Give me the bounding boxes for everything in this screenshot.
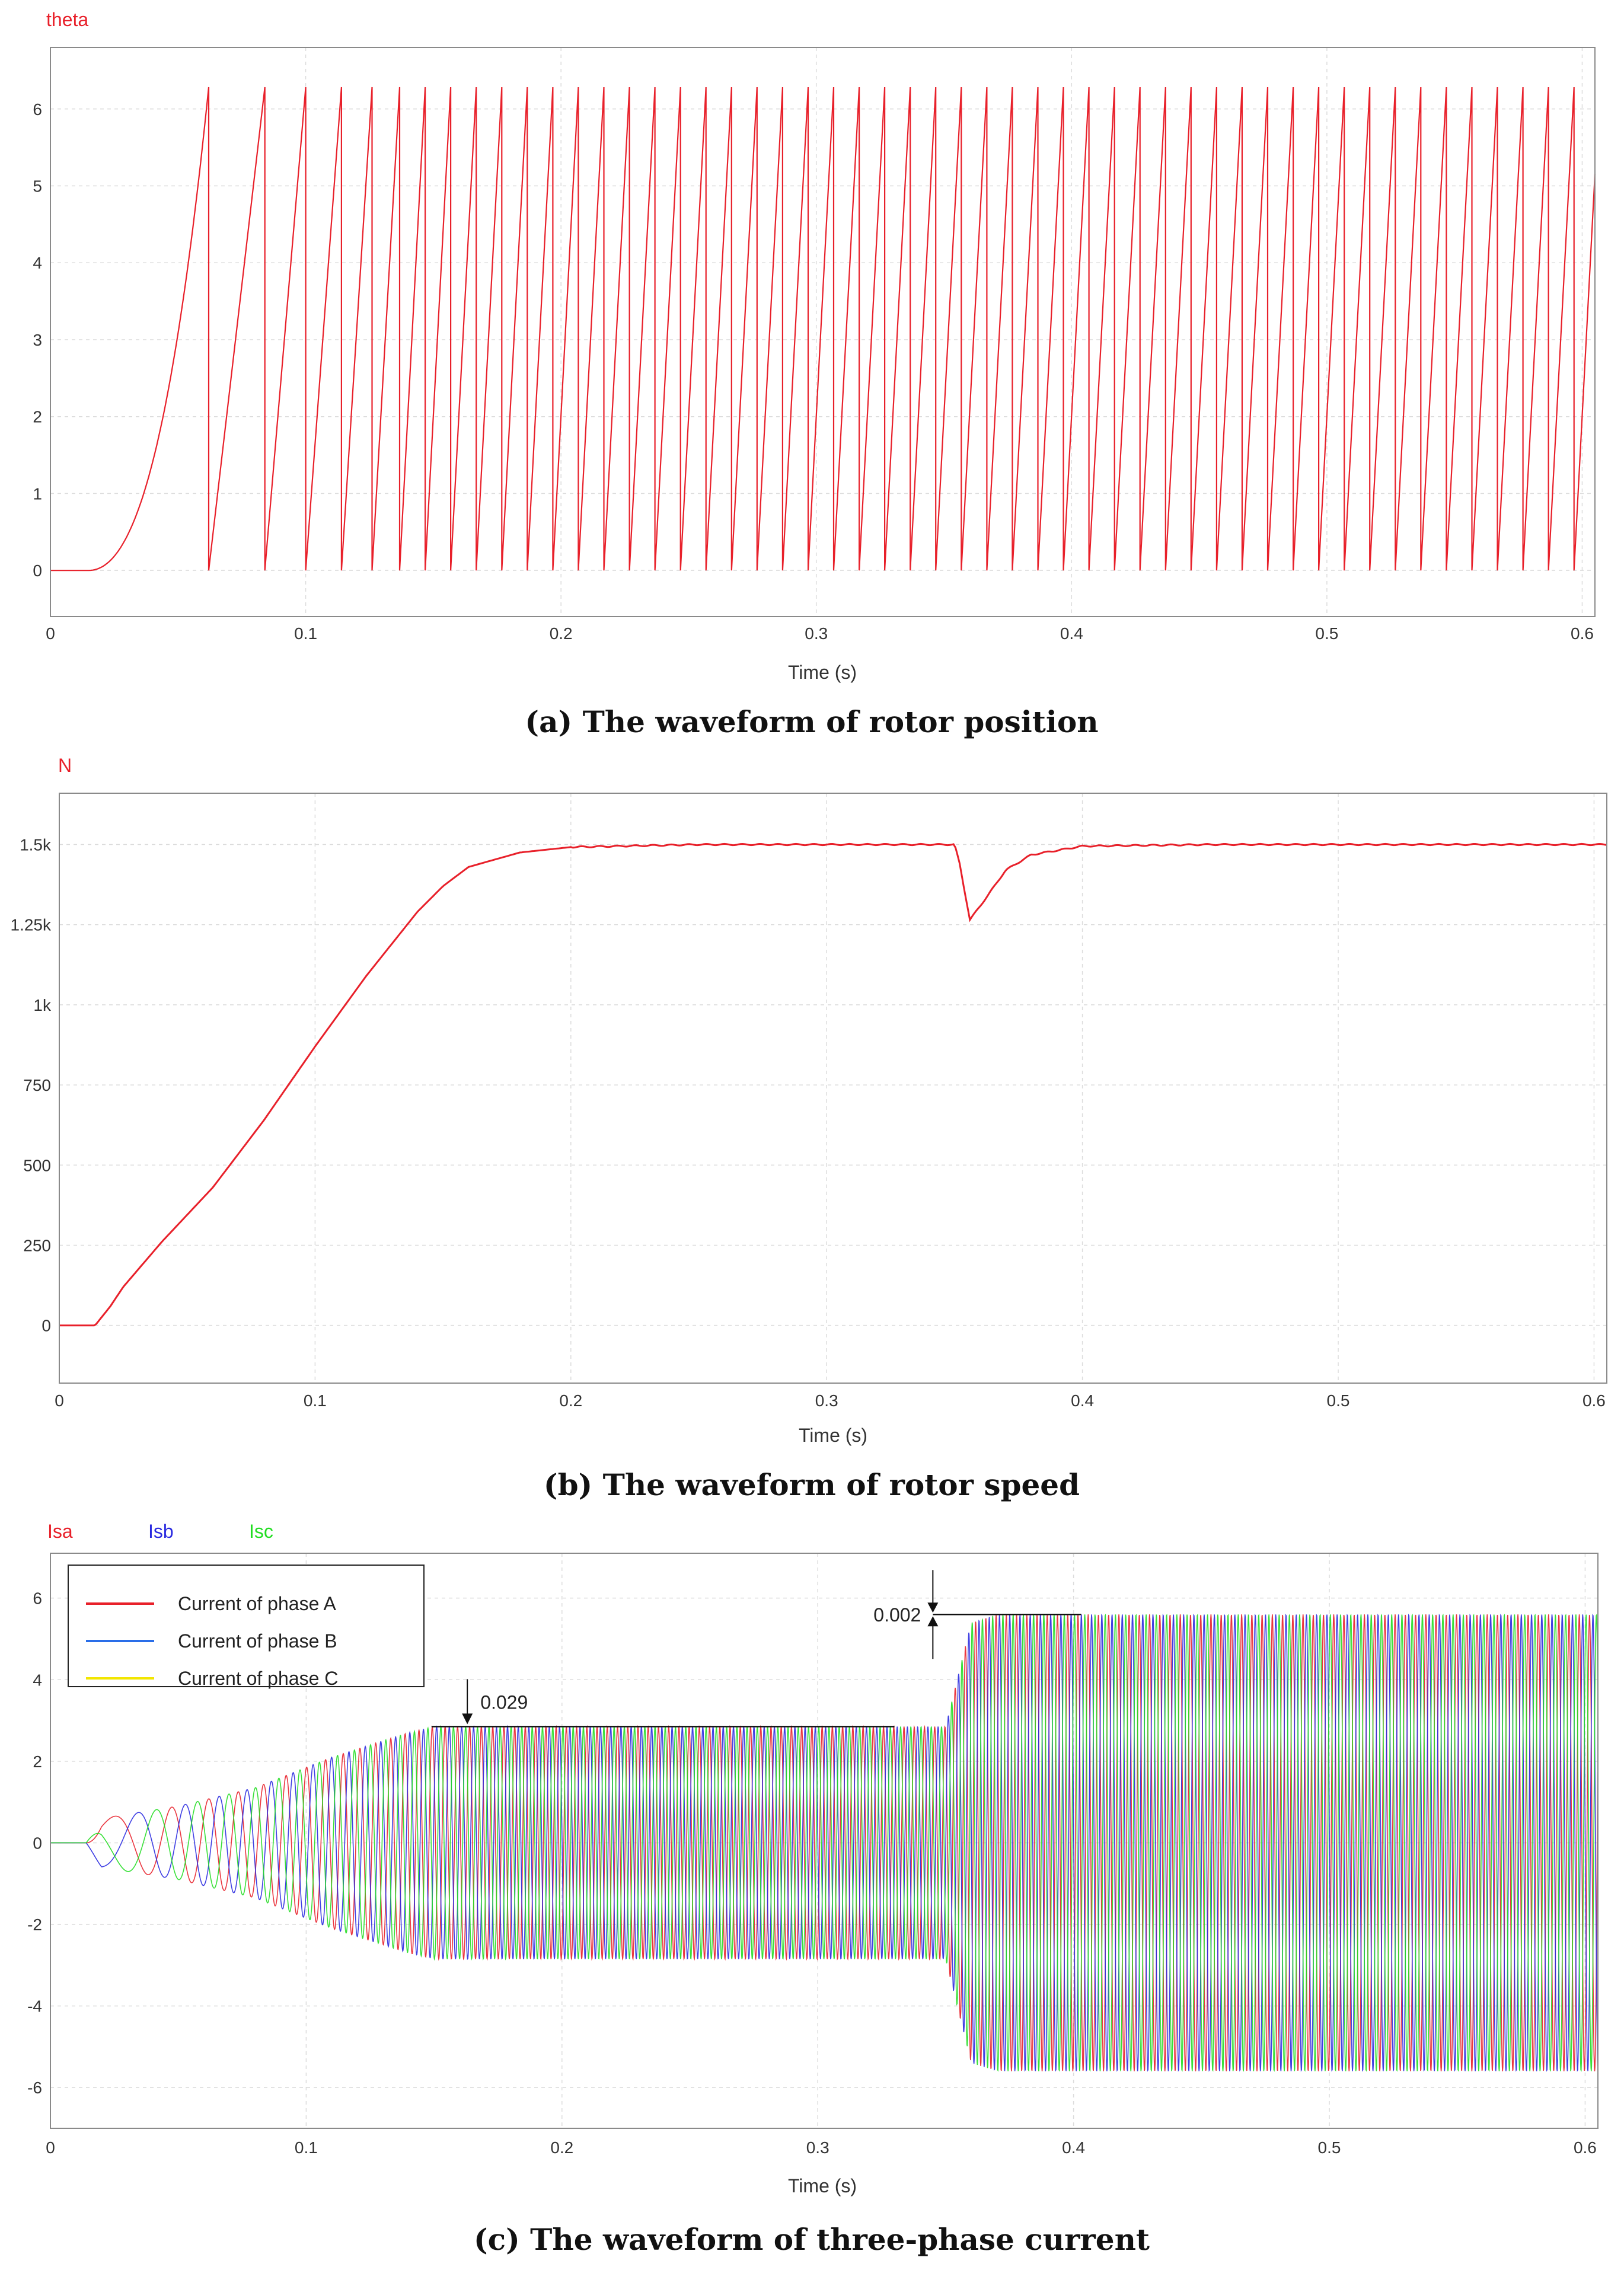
series-line-speed — [59, 842, 1607, 1327]
chart-b-caption: (b) The waveform of rotor speed — [544, 1467, 1080, 1502]
series-line-isc — [50, 1613, 1599, 2072]
chart-a-grid — [50, 47, 1595, 617]
annotation-text-0029: 0.029 — [480, 1691, 528, 1713]
x-tick-label: 0 — [46, 624, 55, 643]
chart-c-legend: Current of phase A Current of phase B Cu… — [68, 1565, 425, 1689]
x-tick-label: 0 — [46, 2138, 55, 2157]
x-tick-label: 0.3 — [805, 624, 828, 643]
y-tick-label: -2 — [27, 1915, 42, 1934]
y-tick-label: 2 — [33, 1752, 42, 1771]
y-tick-label: 4 — [33, 1671, 42, 1689]
chart-a-variable-label: theta — [46, 9, 88, 30]
annotation-arrowhead-0002-top — [927, 1602, 939, 1613]
series-line-theta — [50, 87, 1596, 572]
x-tick-label: 0.5 — [1315, 624, 1338, 643]
x-tick-label: 0.5 — [1327, 1391, 1350, 1410]
x-tick-label: 0.3 — [815, 1391, 838, 1410]
chart-c-ticks: 0 0.1 0.2 0.3 0.4 0.5 0.6 -6 -4 -2 0 2 4 6 — [27, 1589, 1597, 2157]
chart-a: theta 0 0.1 0.2 0.3 0.4 0.5 0.6 0 1 2 3 4 5 6 Time (s… — [33, 9, 1596, 739]
y-tick-label: 0 — [42, 1317, 51, 1335]
annotation-arrowhead-0002-bottom — [927, 1616, 939, 1627]
annotation-text-0002: 0.002 — [873, 1604, 921, 1626]
x-tick-label: 0.5 — [1318, 2138, 1341, 2157]
y-tick-label: 5 — [33, 177, 42, 196]
x-tick-label: 0.3 — [806, 2138, 829, 2157]
y-tick-label: -4 — [27, 1997, 42, 2016]
chart-c-series — [50, 1613, 1599, 2072]
chart-c-annotations: 0.029 0.002 — [431, 1570, 1081, 1728]
x-tick-label: 0.4 — [1062, 2138, 1085, 2157]
chart-b-variable-label: N — [58, 755, 72, 776]
legend-label-phase-a: Current of phase A — [178, 1593, 336, 1614]
y-tick-label: 1.5k — [20, 836, 52, 854]
x-tick-label: 0.2 — [550, 624, 573, 643]
chart-c-frame — [50, 1553, 1599, 2129]
annotation-arrowhead-0029 — [462, 1713, 473, 1725]
chart-b-grid — [59, 793, 1607, 1383]
legend-box — [68, 1565, 425, 1687]
x-tick-label: 0.6 — [1571, 624, 1594, 643]
chart-a-ticks: 0 0.1 0.2 0.3 0.4 0.5 0.6 0 1 2 3 4 5 6 — [33, 100, 1594, 643]
chart-b: N 0 0.1 0.2 0.3 0.4 0.5 0.6 0 250 500 750 1k 1.25k 1.… — [11, 755, 1607, 1502]
chart-c-variable-label-isa: Isa — [47, 1521, 73, 1542]
y-tick-label: 4 — [33, 254, 42, 272]
x-tick-label: 0.1 — [295, 2138, 318, 2157]
chart-c-variable-label-isb: Isb — [148, 1521, 174, 1542]
y-tick-label: 750 — [23, 1076, 51, 1094]
y-tick-label: 3 — [33, 331, 42, 349]
x-tick-label: 0.2 — [559, 1391, 582, 1410]
y-tick-label: 1.25k — [11, 916, 52, 934]
y-tick-label: 2 — [33, 408, 42, 426]
y-tick-label: -6 — [27, 2079, 42, 2097]
chart-b-frame — [59, 793, 1607, 1384]
chart-b-ticks: 0 0.1 0.2 0.3 0.4 0.5 0.6 0 250 500 750 1k 1.25k 1.5k — [11, 836, 1606, 1410]
chart-c: Isa Isb Isc 0 0.1 0.2 0.3 0.4 0.5 0.6 -6 -4 -2 0 2 4… — [27, 1521, 1599, 2257]
x-tick-label: 0.4 — [1060, 624, 1083, 643]
x-tick-label: 0 — [55, 1391, 64, 1410]
y-tick-label: 0 — [33, 561, 42, 580]
chart-a-x-axis-label: Time (s) — [788, 662, 857, 683]
legend-label-phase-b: Current of phase B — [178, 1630, 337, 1652]
x-tick-label: 0.6 — [1582, 1391, 1606, 1410]
chart-a-series — [50, 87, 1596, 572]
chart-a-frame — [50, 47, 1596, 617]
y-tick-label: 250 — [23, 1236, 51, 1254]
y-tick-label: 1 — [33, 484, 42, 503]
chart-a-caption: (a) The waveform of rotor position — [525, 704, 1098, 739]
x-tick-label: 0.1 — [304, 1391, 327, 1410]
series-line-isb — [50, 1613, 1599, 2072]
chart-c-variable-label-isc: Isc — [249, 1521, 273, 1542]
chart-b-x-axis-label: Time (s) — [799, 1425, 867, 1446]
y-tick-label: 500 — [23, 1156, 51, 1174]
chart-c-x-axis-label: Time (s) — [788, 2175, 857, 2196]
legend-label-phase-c: Current of phase C — [178, 1668, 338, 1689]
chart-c-caption: (c) The waveform of three-phase current — [474, 2222, 1150, 2257]
chart-b-series — [59, 842, 1607, 1327]
y-tick-label: 0 — [33, 1834, 42, 1852]
x-tick-label: 0.4 — [1071, 1391, 1094, 1410]
y-tick-label: 1k — [33, 996, 52, 1014]
x-tick-label: 0.1 — [294, 624, 317, 643]
x-tick-label: 0.6 — [1574, 2138, 1597, 2157]
y-tick-label: 6 — [33, 100, 42, 119]
x-tick-label: 0.2 — [550, 2138, 573, 2157]
y-tick-label: 6 — [33, 1589, 42, 1608]
